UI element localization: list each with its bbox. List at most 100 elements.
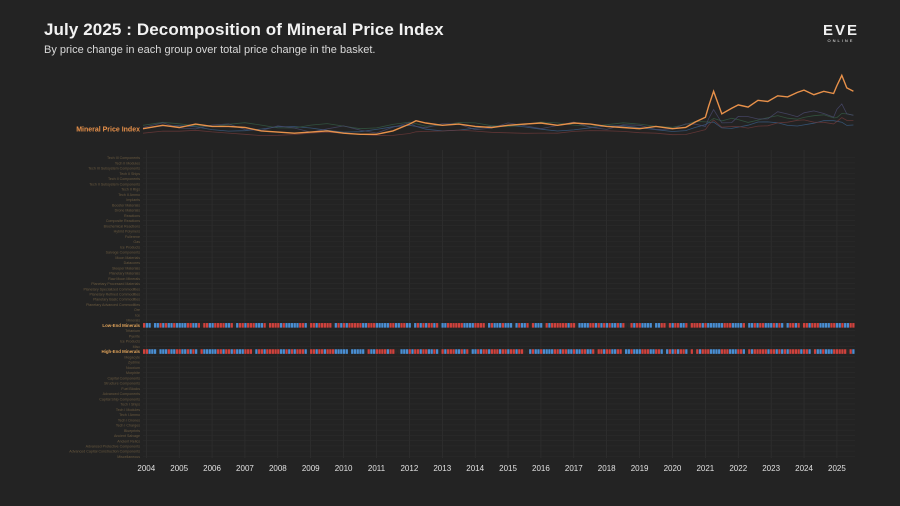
heat-cell — [449, 323, 452, 328]
heat-cell — [485, 349, 488, 354]
heat-cell — [244, 349, 247, 354]
heat-cell — [709, 323, 713, 328]
heat-cell — [334, 323, 337, 328]
x-tick-label-2012: 2012 — [400, 464, 418, 473]
heat-cell — [718, 323, 721, 328]
row-label: Ancient Relics — [117, 439, 140, 443]
heat-cell — [400, 323, 403, 328]
heat-cell — [792, 323, 795, 328]
heat-cell — [296, 323, 299, 328]
heat-cell — [222, 323, 225, 328]
heat-cell — [353, 349, 357, 354]
heat-cell — [181, 323, 184, 328]
heat-cell — [340, 323, 343, 328]
heat-cell — [797, 323, 800, 328]
heat-cell — [666, 323, 669, 328]
heat-cell — [197, 349, 201, 354]
heat-cell — [559, 349, 562, 354]
row-label: Ice — [135, 313, 140, 317]
heat-cell — [641, 323, 644, 328]
heat-cell — [301, 323, 305, 328]
heat-cell — [748, 349, 751, 354]
heat-cell — [819, 323, 822, 328]
heat-cell — [274, 349, 277, 354]
heat-cell — [255, 349, 258, 354]
heat-cell — [408, 323, 411, 328]
row-label: Tech II Ships — [119, 172, 140, 176]
heat-cell — [775, 349, 778, 354]
heat-cell — [493, 323, 496, 328]
row-label: Implants — [126, 198, 140, 202]
heat-cell — [408, 349, 411, 354]
heat-cell — [781, 349, 784, 354]
heat-cell — [342, 349, 346, 354]
heat-cell — [696, 323, 699, 328]
heat-cell — [186, 349, 190, 354]
heat-cell — [551, 323, 554, 328]
heat-cell — [436, 323, 439, 328]
heat-cell — [657, 323, 661, 328]
row-label: Advanced Protective Components — [86, 444, 141, 448]
heat-cell — [671, 349, 674, 354]
heat-cell — [241, 323, 244, 328]
heat-cell — [460, 323, 463, 328]
heat-cell — [712, 323, 715, 328]
x-tick-label-2005: 2005 — [170, 464, 188, 473]
heat-cell — [178, 349, 181, 354]
x-tick-label-2013: 2013 — [433, 464, 451, 473]
row-label: Tech II Components — [108, 177, 140, 181]
heat-cell — [797, 349, 800, 354]
heat-cell — [449, 349, 452, 354]
heat-cell — [852, 349, 855, 354]
heat-cell — [345, 349, 348, 354]
heat-cell — [597, 323, 600, 328]
heat-cell — [633, 349, 636, 354]
heat-cell — [162, 323, 165, 328]
heat-cell — [430, 349, 433, 354]
row-label: Planetary Specialized Commodities — [83, 287, 140, 291]
heat-cell — [731, 323, 735, 328]
heat-cell — [258, 323, 261, 328]
heat-cell — [586, 349, 589, 354]
heat-cell — [490, 349, 494, 354]
heat-cell — [844, 349, 847, 354]
heat-cell — [603, 349, 606, 354]
heat-cell — [310, 349, 313, 354]
heat-cell — [745, 349, 748, 354]
heat-cell — [488, 323, 491, 328]
heat-cell — [414, 323, 417, 328]
heat-cell — [501, 349, 504, 354]
heat-cell — [756, 349, 759, 354]
row-label: Tech I Charges — [116, 424, 140, 428]
heat-cell — [323, 349, 326, 354]
index-line — [142, 73, 854, 135]
heat-cell — [375, 323, 379, 328]
heat-cell — [334, 349, 337, 354]
heat-cell — [247, 349, 250, 354]
heat-cell — [770, 323, 773, 328]
logo-subtext: ONLINE — [827, 38, 855, 43]
heat-cell — [556, 323, 559, 328]
heat-cell — [219, 349, 222, 354]
heat-cell — [600, 349, 603, 354]
x-tick-label-2006: 2006 — [203, 464, 221, 473]
heat-cell — [205, 323, 209, 328]
page-title: July 2025 : Decomposition of Mineral Pri… — [44, 20, 444, 39]
heat-cell — [674, 323, 677, 328]
heat-cell — [446, 323, 450, 328]
heat-cell — [304, 349, 307, 354]
heat-cell — [389, 349, 392, 354]
heat-cell — [638, 323, 641, 328]
heat-cell — [701, 349, 704, 354]
heat-cell — [474, 323, 477, 328]
row-label: Tech II Subsystem Components — [89, 182, 140, 186]
heat-cell — [846, 349, 850, 354]
heat-cell — [652, 349, 655, 354]
heat-cell — [646, 323, 650, 328]
heat-cell — [249, 349, 253, 354]
heat-cell — [561, 349, 565, 354]
heat-cell — [501, 323, 504, 328]
heat-cell — [526, 323, 529, 328]
